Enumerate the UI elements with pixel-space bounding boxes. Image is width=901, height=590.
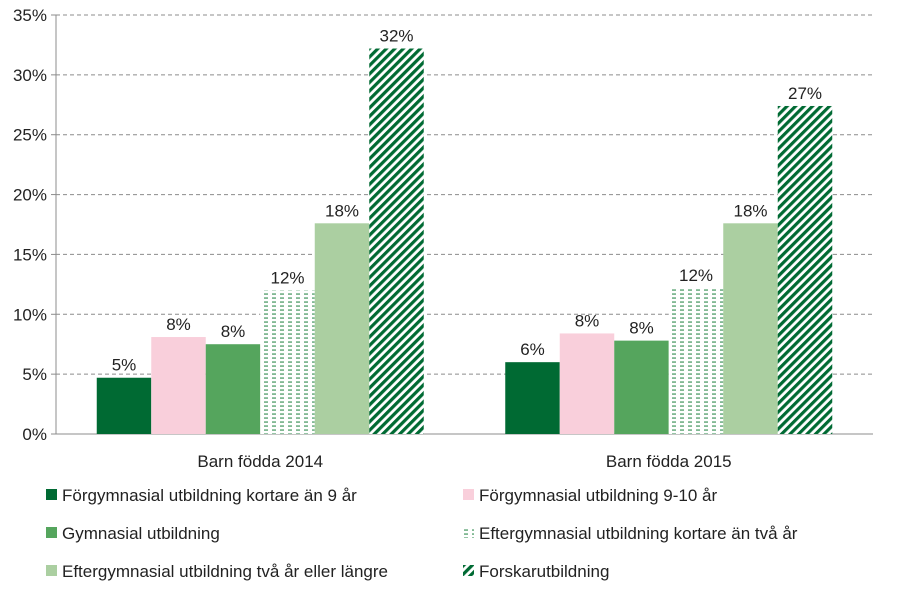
legend-label: Forskarutbildning <box>479 562 609 581</box>
bar <box>369 48 424 435</box>
bar <box>314 223 370 434</box>
legend-label: Eftergymnasial utbildning två år eller l… <box>62 562 388 581</box>
bar <box>505 362 560 434</box>
bar <box>205 344 261 434</box>
legend-label: Eftergymnasial utbildning kortare än två… <box>479 524 798 543</box>
bar <box>777 105 833 435</box>
data-label: 8% <box>166 315 191 334</box>
data-label: 27% <box>788 84 822 103</box>
legend-item: Förgymnasial utbildning 9-10 år <box>463 486 717 505</box>
legend-swatch <box>46 489 57 500</box>
data-labels: 5% 8% 8% 12% 18% 32% 6% 8% 8% 12% 18% 27% <box>112 27 822 375</box>
data-label: 18% <box>733 201 767 220</box>
data-label: 6% <box>520 340 545 359</box>
bar <box>723 223 778 434</box>
data-label: 12% <box>679 266 713 285</box>
data-label: 8% <box>575 311 600 330</box>
legend: Förgymnasial utbildning kortare än 9 år F… <box>46 486 798 581</box>
y-tick-label: 15% <box>13 245 47 264</box>
data-label: 8% <box>629 319 654 338</box>
bar <box>260 290 315 434</box>
y-tick-label: 0% <box>22 425 47 444</box>
data-label: 32% <box>379 27 413 46</box>
legend-item: Eftergymnasial utbildning två år eller l… <box>46 562 388 581</box>
bar <box>151 337 206 434</box>
legend-label: Gymnasial utbildning <box>62 524 220 543</box>
legend-item: Förgymnasial utbildning kortare än 9 år <box>46 486 357 505</box>
legend-swatch <box>46 565 57 576</box>
legend-item: Forskarutbildning <box>463 562 609 581</box>
gridlines <box>56 14 873 375</box>
category-label: Barn födda 2015 <box>606 452 732 471</box>
legend-item: Gymnasial utbildning <box>46 524 220 543</box>
legend-item: Eftergymnasial utbildning kortare än två… <box>463 524 798 543</box>
data-label: 18% <box>325 201 359 220</box>
y-tick-label: 25% <box>13 126 47 145</box>
data-label: 8% <box>221 322 246 341</box>
bars <box>96 48 833 435</box>
y-tick-label: 10% <box>13 305 47 324</box>
category-label: Barn födda 2014 <box>197 452 323 471</box>
x-axis: Barn födda 2014 Barn födda 2015 <box>197 452 731 471</box>
y-tick-label: 5% <box>22 365 47 384</box>
legend-label: Förgymnasial utbildning 9-10 år <box>479 486 717 505</box>
data-label: 12% <box>270 268 304 287</box>
y-tick-label: 30% <box>13 66 47 85</box>
legend-swatch <box>463 489 474 500</box>
bar <box>614 340 669 434</box>
legend-swatch <box>463 527 474 538</box>
y-tick-label: 20% <box>13 186 47 205</box>
bar <box>96 377 152 434</box>
legend-label: Förgymnasial utbildning kortare än 9 år <box>62 486 357 505</box>
legend-swatch <box>463 565 474 576</box>
legend-swatch <box>46 527 57 538</box>
y-tick-label: 35% <box>13 6 47 25</box>
bar <box>559 333 615 434</box>
bar <box>668 287 724 434</box>
data-label: 5% <box>112 356 137 375</box>
